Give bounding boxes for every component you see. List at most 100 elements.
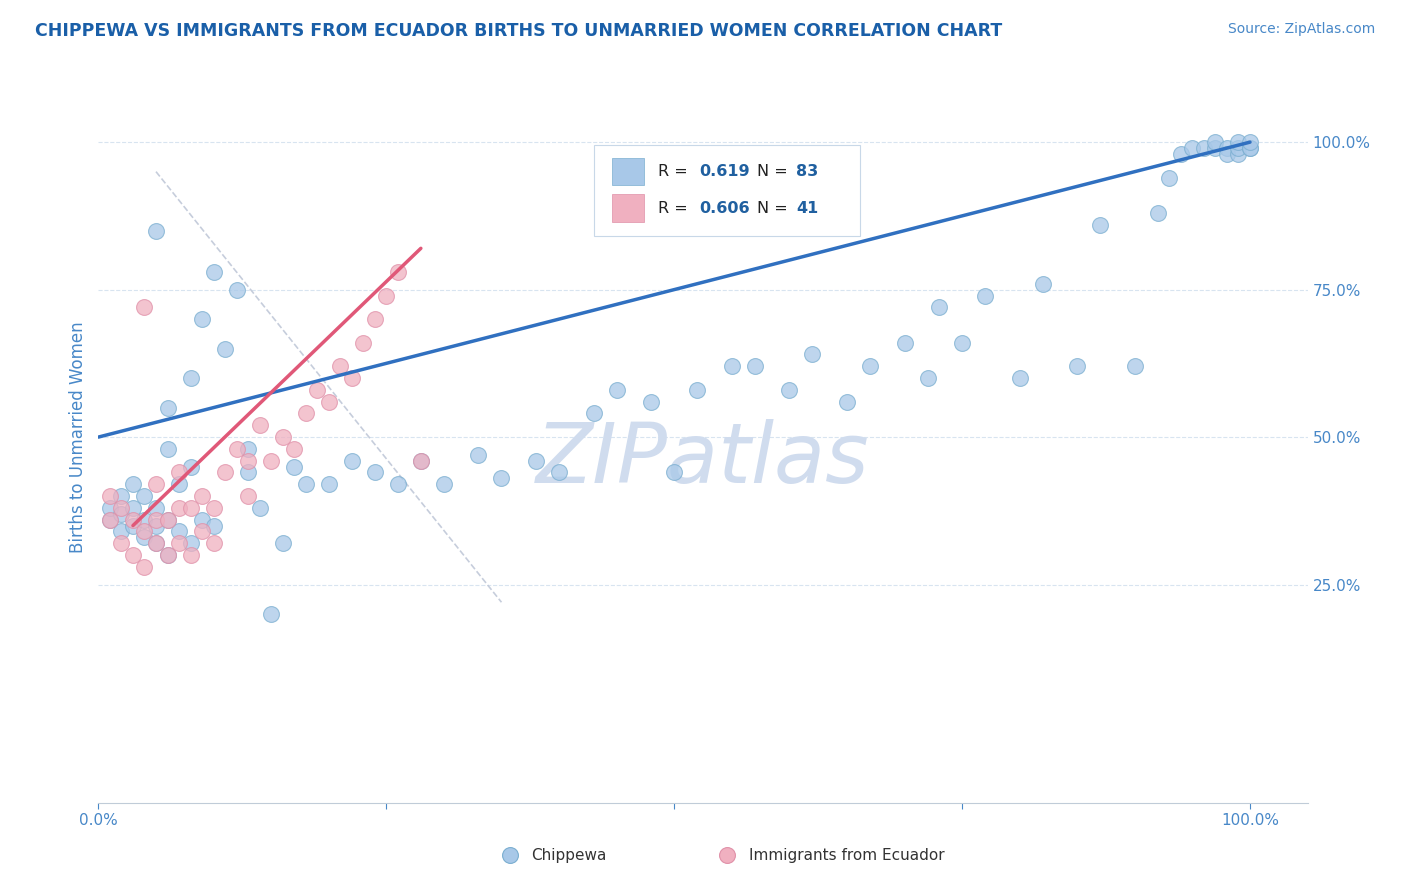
Point xyxy=(1147,206,1170,220)
Point xyxy=(134,489,156,503)
Point xyxy=(928,301,950,315)
Point xyxy=(744,359,766,374)
Point xyxy=(134,513,156,527)
Point xyxy=(1159,170,1181,185)
Point xyxy=(859,359,882,374)
Point xyxy=(352,335,374,350)
Point xyxy=(548,466,571,480)
FancyBboxPatch shape xyxy=(595,145,860,235)
Point xyxy=(467,448,489,462)
Point xyxy=(167,477,190,491)
Point xyxy=(145,224,167,238)
Point xyxy=(167,524,190,539)
Text: Chippewa: Chippewa xyxy=(531,848,606,863)
Point xyxy=(260,453,283,467)
Point xyxy=(1192,141,1215,155)
Text: 83: 83 xyxy=(796,164,818,179)
Point xyxy=(283,459,305,474)
Point xyxy=(145,536,167,550)
Point xyxy=(156,548,179,562)
Point xyxy=(1216,147,1239,161)
Point xyxy=(180,536,202,550)
Point xyxy=(340,371,363,385)
Bar xyxy=(613,158,644,186)
Point xyxy=(191,312,214,326)
Point xyxy=(294,477,316,491)
Point xyxy=(375,288,398,302)
Point xyxy=(180,459,202,474)
Text: CHIPPEWA VS IMMIGRANTS FROM ECUADOR BIRTHS TO UNMARRIED WOMEN CORRELATION CHART: CHIPPEWA VS IMMIGRANTS FROM ECUADOR BIRT… xyxy=(35,22,1002,40)
Point xyxy=(686,383,709,397)
Point xyxy=(640,394,662,409)
Point xyxy=(122,500,145,515)
Y-axis label: Births to Unmarried Women: Births to Unmarried Women xyxy=(69,321,87,553)
Text: 0.606: 0.606 xyxy=(699,201,749,216)
Bar xyxy=(613,194,644,222)
Point xyxy=(318,477,340,491)
Point xyxy=(1227,135,1250,149)
Point xyxy=(110,507,132,521)
Point xyxy=(364,312,387,326)
Point xyxy=(214,466,236,480)
Text: N =: N = xyxy=(758,164,793,179)
Point xyxy=(318,394,340,409)
Point xyxy=(202,265,225,279)
Point xyxy=(686,767,709,781)
Text: 0.619: 0.619 xyxy=(699,164,749,179)
Point xyxy=(236,453,259,467)
Point xyxy=(1066,359,1088,374)
Point xyxy=(294,407,316,421)
Point xyxy=(225,442,247,456)
Point xyxy=(524,453,547,467)
Point xyxy=(202,500,225,515)
Point xyxy=(409,453,432,467)
Point xyxy=(1090,218,1112,232)
Point xyxy=(582,407,605,421)
Point xyxy=(1227,141,1250,155)
Point xyxy=(110,500,132,515)
Point xyxy=(801,347,824,361)
Point xyxy=(950,335,973,350)
Point xyxy=(1204,135,1226,149)
Point xyxy=(110,489,132,503)
Point xyxy=(1239,141,1261,155)
Point xyxy=(433,477,456,491)
Point xyxy=(156,401,179,415)
Point xyxy=(202,518,225,533)
Point xyxy=(202,536,225,550)
Point xyxy=(249,418,271,433)
Point xyxy=(134,559,156,574)
Point xyxy=(122,518,145,533)
Point xyxy=(1123,359,1146,374)
Point xyxy=(1216,141,1239,155)
Point xyxy=(156,548,179,562)
Text: Source: ZipAtlas.com: Source: ZipAtlas.com xyxy=(1227,22,1375,37)
Point xyxy=(145,500,167,515)
Point xyxy=(1181,141,1204,155)
Point xyxy=(156,442,179,456)
Point xyxy=(167,500,190,515)
Point xyxy=(329,359,352,374)
Point xyxy=(974,288,997,302)
Point xyxy=(236,442,259,456)
Point xyxy=(145,513,167,527)
Point xyxy=(387,477,409,491)
Point xyxy=(409,453,432,467)
Point xyxy=(364,466,387,480)
Point xyxy=(98,489,121,503)
Point xyxy=(1032,277,1054,291)
Point xyxy=(167,466,190,480)
Point xyxy=(225,283,247,297)
Point xyxy=(134,301,156,315)
Point xyxy=(122,513,145,527)
Point xyxy=(260,607,283,621)
Point xyxy=(271,536,294,550)
Point xyxy=(387,265,409,279)
Point xyxy=(156,513,179,527)
Point xyxy=(606,383,628,397)
Point xyxy=(1204,141,1226,155)
Point xyxy=(110,524,132,539)
Point xyxy=(214,342,236,356)
Text: Immigrants from Ecuador: Immigrants from Ecuador xyxy=(749,848,945,863)
Point xyxy=(307,383,329,397)
